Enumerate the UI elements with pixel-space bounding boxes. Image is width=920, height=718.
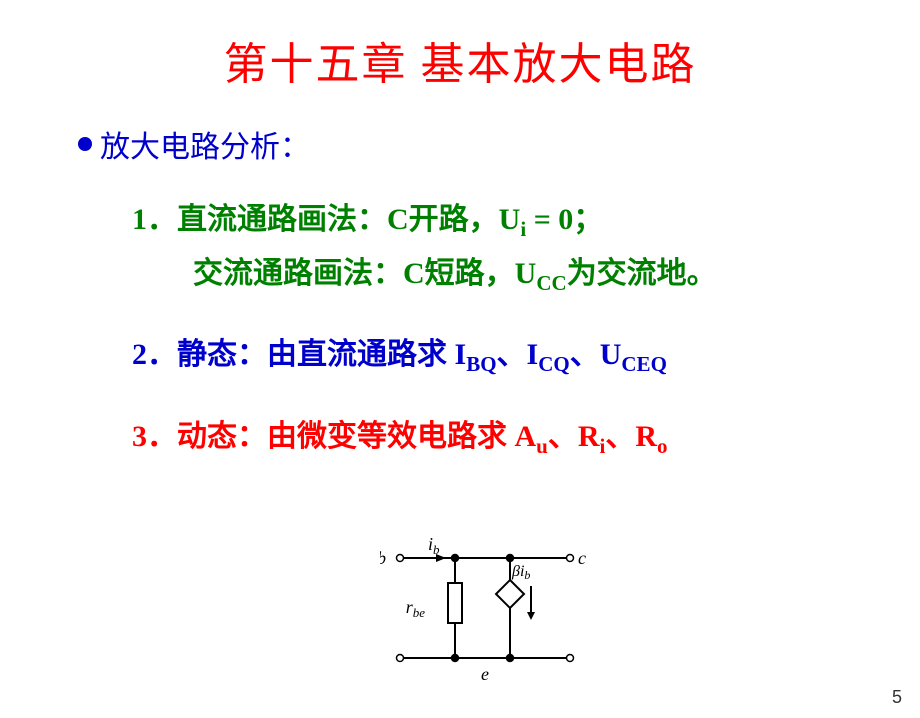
item2-sep1: 、I: [497, 338, 539, 371]
item2-text: 静态：由直流通路求 I: [177, 338, 466, 371]
item1-text-b1: 交流通路画法：C短路，U: [193, 257, 536, 290]
svg-text:rbe: rbe: [406, 597, 426, 620]
list-item-2: 2．静态：由直流通路求 IBQ、ICQ、UCEQ: [132, 329, 920, 383]
item1-sub-cc: CC: [536, 271, 566, 295]
content-block: 放大电路分析： 1．直流通路画法：C开路，Ui = 0； 交流通路画法：C短路，…: [78, 122, 920, 465]
item3-sub-au: u: [536, 434, 548, 458]
item3-sep2: 、R: [605, 420, 657, 453]
item3-num: 3．: [132, 420, 177, 453]
item2-sep2: 、U: [570, 338, 622, 371]
item1-text-b2: 为交流地。: [567, 257, 717, 290]
item3-sep1: 、R: [548, 420, 600, 453]
section-heading: 放大电路分析：: [78, 122, 920, 166]
item1-text-a2: = 0；: [526, 203, 603, 236]
item3-sub-ro: o: [657, 434, 668, 458]
svg-text:b: b: [380, 548, 386, 568]
circuit-diagram: b c e ib rbe βib: [380, 528, 600, 688]
svg-text:βib: βib: [511, 563, 530, 582]
item1-line1: 1．直流通路画法：C开路，Ui = 0；: [132, 194, 920, 248]
svg-text:c: c: [578, 548, 586, 568]
item1-num: 1．: [132, 203, 177, 236]
item2-sub-bq: BQ: [466, 352, 496, 376]
item2-num: 2．: [132, 338, 177, 371]
list-item-3: 3．动态：由微变等效电路求 Au、Ri、Ro: [132, 411, 920, 465]
section-heading-text: 放大电路分析：: [100, 122, 310, 166]
item2-sub-ceq: CEQ: [621, 352, 667, 376]
chapter-title: 第十五章 基本放大电路: [0, 28, 920, 92]
bullet-disc-icon: [78, 137, 92, 151]
list-item-1: 1．直流通路画法：C开路，Ui = 0； 交流通路画法：C短路，UCC为交流地。: [132, 194, 920, 301]
page-number: 5: [892, 687, 902, 708]
svg-text:ib: ib: [428, 534, 440, 557]
item1-line2: 交流通路画法：C短路，UCC为交流地。: [193, 248, 920, 302]
item3-text: 动态：由微变等效电路求 A: [177, 420, 536, 453]
svg-text:e: e: [481, 664, 489, 684]
item2-sub-cq: CQ: [538, 352, 570, 376]
item1-text-a1: 直流通路画法：C开路，U: [177, 203, 520, 236]
